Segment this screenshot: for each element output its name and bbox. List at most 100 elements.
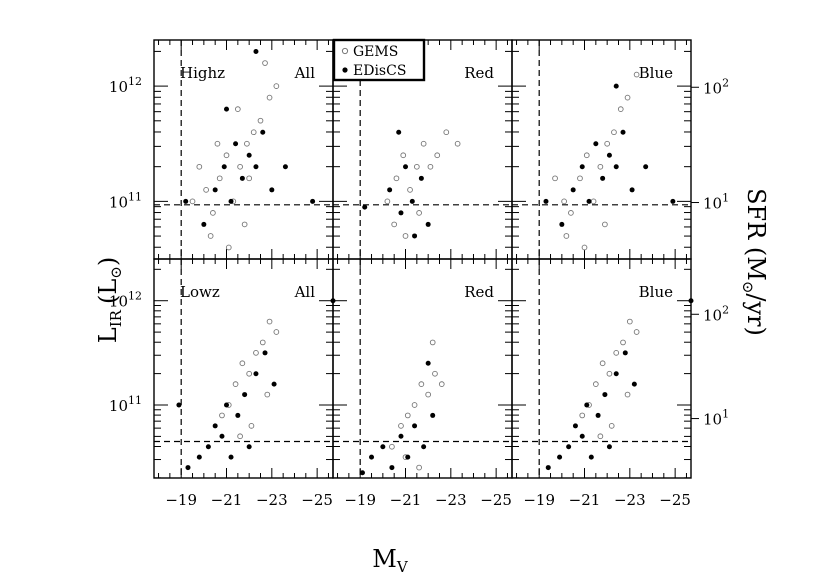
data-point-ediscs — [398, 433, 404, 439]
y-left-tick-label: 1011 — [109, 190, 142, 211]
y-left-title-sub: IR — [107, 309, 125, 327]
data-point-ediscs — [224, 106, 230, 112]
data-point-ediscs — [606, 444, 612, 450]
data-point-ediscs — [310, 198, 316, 204]
x-tick-label: −25 — [480, 491, 512, 509]
data-point-ediscs — [412, 423, 418, 429]
data-point-gems — [624, 94, 631, 101]
data-point-ediscs — [196, 454, 202, 460]
data-point-gems — [259, 339, 266, 346]
y-right-tick-label: 102 — [703, 76, 729, 97]
data-point-ediscs — [425, 221, 431, 227]
data-point-ediscs — [613, 371, 619, 377]
legend: GEMS EDisCS — [332, 38, 426, 82]
data-point-gems — [210, 210, 216, 216]
data-point-ediscs — [545, 465, 551, 471]
data-point-ediscs — [282, 164, 288, 170]
data-point-gems — [402, 233, 409, 239]
data-point-gems — [411, 402, 418, 408]
x-tick-label: −25 — [659, 491, 691, 509]
data-point-gems — [246, 370, 253, 377]
data-point-gems — [266, 318, 273, 325]
data-point-gems — [590, 198, 597, 205]
data-point-ediscs — [425, 360, 431, 366]
data-point-gems — [427, 163, 434, 170]
data-point-ediscs — [566, 444, 572, 450]
data-point-gems — [389, 443, 395, 450]
data-point-gems — [391, 221, 398, 228]
x-tick-label: −19 — [165, 491, 197, 509]
data-point-ediscs — [620, 129, 626, 135]
data-point-gems — [398, 423, 404, 429]
panel-highz-blue: 102 101 Blue — [511, 39, 729, 260]
data-point-gems — [624, 391, 631, 398]
data-point-gems — [214, 140, 221, 147]
legend-marker-ediscs — [342, 67, 348, 73]
data-point-ediscs — [262, 350, 268, 356]
data-point-ediscs — [606, 152, 612, 158]
x-axis-title: MV — [372, 545, 409, 576]
y-left-title-unit: (L — [94, 279, 122, 304]
data-point-gems — [633, 71, 640, 78]
data-point-ediscs — [602, 392, 608, 398]
legend-box — [332, 38, 426, 82]
data-point-ediscs — [412, 233, 418, 239]
data-point-gems — [404, 412, 411, 419]
data-point-gems — [257, 117, 264, 124]
y-left-tick-label: 1012 — [109, 75, 142, 96]
data-point-ediscs — [269, 187, 275, 193]
data-point-ediscs — [260, 129, 266, 135]
svg-text:LIR(L⊙): LIR (L⊙) — [94, 257, 125, 343]
data-point-ediscs — [586, 198, 592, 204]
data-point-gems — [579, 412, 586, 419]
data-point-ediscs — [221, 164, 227, 170]
y-left-title-close: ) — [94, 257, 122, 266]
data-point-ediscs — [253, 49, 259, 55]
legend-label-gems: GEMS — [353, 44, 398, 60]
data-point-ediscs — [389, 465, 395, 471]
data-point-gems — [568, 210, 574, 216]
data-point-gems — [266, 94, 273, 101]
data-point-gems — [413, 163, 420, 170]
x-tick-label: −21 — [569, 491, 601, 509]
data-point-ediscs — [557, 454, 563, 460]
data-point-ediscs — [380, 444, 386, 450]
data-point-gems — [273, 83, 280, 89]
data-point-gems — [583, 152, 590, 159]
panel-color-label: All — [294, 283, 316, 301]
data-point-ediscs — [405, 454, 411, 460]
y-right-tick-label: 101 — [703, 192, 729, 213]
data-point-gems — [250, 129, 257, 136]
y-right-title-sun: ⊙ — [739, 281, 757, 294]
data-point-gems — [196, 163, 203, 170]
y-right-tick-label: 101 — [703, 408, 729, 429]
data-point-ediscs — [253, 371, 259, 377]
data-point-ediscs — [430, 412, 436, 418]
y-left-tick-label: 1012 — [109, 290, 142, 311]
data-point-ediscs — [235, 412, 241, 418]
data-point-ediscs — [246, 152, 252, 158]
data-point-ediscs — [224, 402, 230, 408]
legend-label-ediscs: EDisCS — [353, 63, 406, 79]
data-point-gems — [219, 412, 225, 419]
data-point-gems — [434, 152, 441, 159]
panel-color-label: Red — [464, 283, 494, 301]
data-point-ediscs — [588, 454, 594, 460]
y-axis-left-title: LIR (L⊙) — [94, 257, 125, 343]
y-right-title-main: SFR (M — [742, 188, 770, 281]
data-point-gems — [416, 464, 422, 471]
panels: 1012 1011 Highz All Red 102 101 Blue −19 −21 −23 −2… — [109, 39, 729, 509]
data-point-ediscs — [570, 187, 576, 193]
panel-color-label: Red — [464, 64, 494, 82]
data-point-gems — [429, 339, 436, 346]
svg-text:MV: MV — [372, 545, 409, 576]
x-axis-title-sub: V — [396, 558, 409, 576]
data-point-gems — [384, 198, 391, 205]
x-axis-title-main: M — [372, 545, 397, 573]
panel-lowz-red: −19 −21 −23 −25 Red — [332, 258, 513, 509]
data-point-ediscs — [219, 433, 225, 439]
data-point-ediscs — [212, 187, 218, 193]
data-point-ediscs — [403, 164, 409, 170]
data-point-gems — [416, 210, 422, 216]
data-point-gems — [203, 186, 209, 193]
